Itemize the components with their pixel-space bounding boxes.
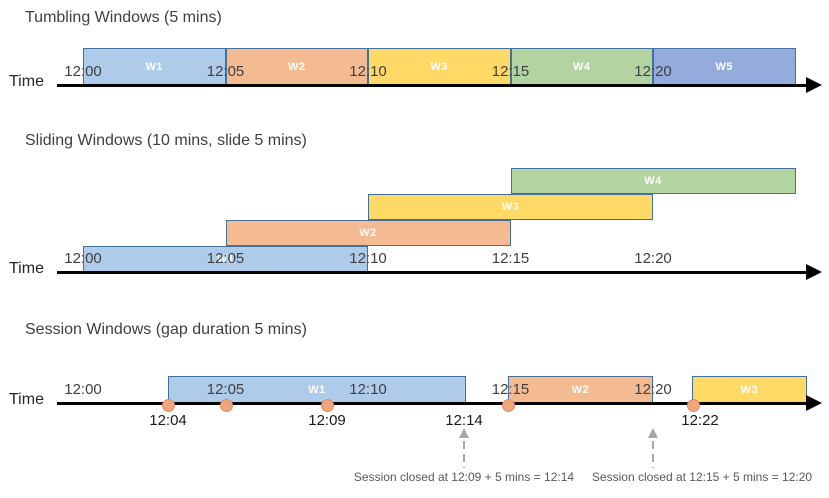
event-dot xyxy=(687,399,700,412)
time-axis-label: Time xyxy=(9,391,44,408)
window-label: W2 xyxy=(359,227,377,239)
timeline xyxy=(57,271,806,274)
timeline-arrowhead-icon xyxy=(806,77,822,93)
session-close-arrow-icon xyxy=(459,428,469,468)
window-label: W1 xyxy=(145,60,163,73)
timeline-arrowhead-icon xyxy=(806,395,822,411)
window-box-tumbling-w4: W4 xyxy=(510,48,653,85)
window-label: W3 xyxy=(430,60,448,73)
window-box-session-w2: W2 xyxy=(508,376,653,403)
tick-label: 12:20 xyxy=(634,63,672,80)
tick-label: 12:05 xyxy=(206,250,245,267)
session-close-annotation: Session closed at 12:15 + 5 mins = 12:20 xyxy=(591,470,813,484)
time-axis-label: Time xyxy=(9,260,44,277)
window-box-sliding-w4: W4 xyxy=(510,168,796,194)
window-box-sliding-w1: W1 xyxy=(83,246,368,272)
section-title-session: Session Windows (gap duration 5 mins) xyxy=(25,321,307,338)
timeline xyxy=(57,84,806,87)
section-title-sliding: Sliding Windows (10 mins, slide 5 mins) xyxy=(25,132,307,149)
window-label: W3 xyxy=(740,383,759,396)
window-label: W4 xyxy=(573,60,591,73)
event-time-label: 12:22 xyxy=(681,412,719,429)
event-time-label: 12:04 xyxy=(149,412,187,429)
window-box-sliding-w2: W2 xyxy=(225,220,511,246)
section-title-tumbling: Tumbling Windows (5 mins) xyxy=(25,9,222,26)
tick-label: 12:10 xyxy=(349,250,387,267)
tick-label: 12:15 xyxy=(491,250,530,267)
tick-label: 12:20 xyxy=(634,381,672,398)
tick-label: 12:20 xyxy=(634,250,672,267)
window-box-sliding-w3: W3 xyxy=(368,194,653,220)
tick-label: 12:15 xyxy=(491,381,530,398)
event-dot xyxy=(220,399,233,412)
window-label: W5 xyxy=(715,60,733,73)
tick-label: 12:05 xyxy=(206,63,245,80)
tick-label: 12:00 xyxy=(64,381,102,398)
window-label: W3 xyxy=(501,201,520,213)
window-box-session-w3: W3 xyxy=(692,376,807,403)
window-label: W2 xyxy=(571,383,590,396)
window-label: W4 xyxy=(644,175,662,187)
tick-label: 12:10 xyxy=(349,381,387,398)
event-dot xyxy=(162,399,175,412)
event-dot xyxy=(502,399,515,412)
time-axis-label: Time xyxy=(9,73,44,90)
event-time-label: 12:09 xyxy=(308,412,346,429)
tick-label: 12:05 xyxy=(206,381,245,398)
tick-label: 12:00 xyxy=(64,63,102,80)
session-close-annotation: Session closed at 12:09 + 5 mins = 12:14 xyxy=(353,470,575,484)
window-box-tumbling-w5: W5 xyxy=(653,48,796,85)
tick-label: 12:00 xyxy=(64,250,102,267)
window-label: W2 xyxy=(288,60,306,73)
window-label: W1 xyxy=(216,253,235,265)
tick-label: 12:10 xyxy=(349,63,387,80)
event-time-label: 12:14 xyxy=(445,412,483,429)
window-box-tumbling-w2: W2 xyxy=(225,48,368,85)
tick-label: 12:15 xyxy=(491,63,530,80)
window-box-tumbling-w1: W1 xyxy=(83,48,226,85)
window-box-tumbling-w3: W3 xyxy=(368,48,511,85)
session-close-arrow-icon xyxy=(648,428,658,468)
timeline-arrowhead-icon xyxy=(806,264,822,280)
timeline xyxy=(57,402,806,405)
window-label: W1 xyxy=(308,383,326,396)
event-dot xyxy=(321,399,334,412)
